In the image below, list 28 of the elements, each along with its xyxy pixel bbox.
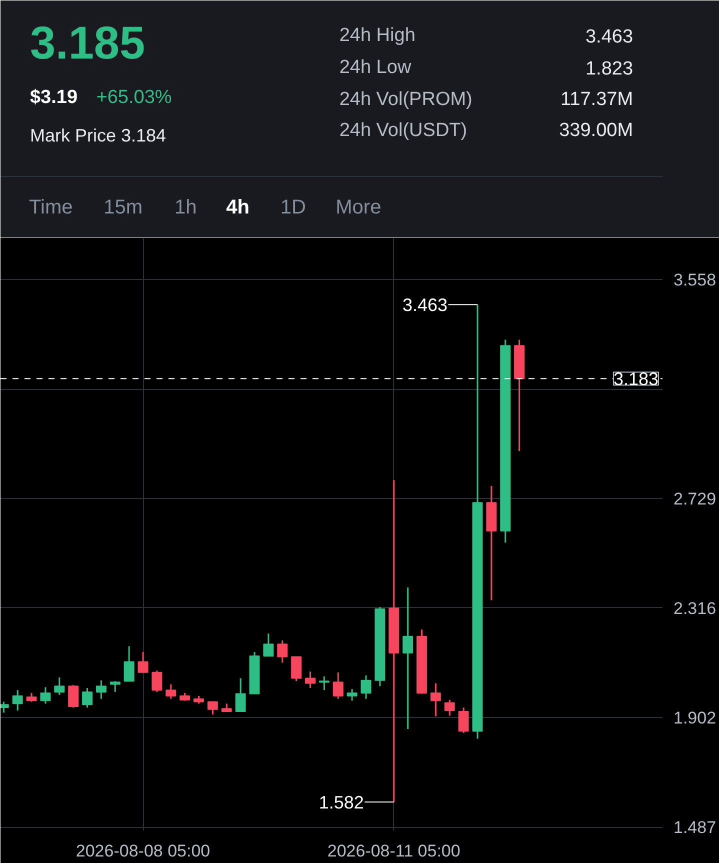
chart-title: 3.185 [30, 16, 146, 68]
y-tick-label: 1.487 [674, 818, 716, 838]
text: 1.823 [585, 58, 634, 80]
y-tick-label: 2.316 [674, 598, 716, 618]
annotation: 1.582 [318, 792, 364, 812]
annotation: 3.463 [402, 295, 448, 316]
text: 339.00M [559, 120, 634, 141]
text: $3.19 [30, 87, 78, 108]
text: 24h Low [339, 57, 412, 78]
text: 4h [226, 196, 250, 218]
ref-line-label: 3.183 [613, 369, 659, 390]
y-tick-label: 2.729 [674, 490, 716, 509]
text: 3.463 [585, 26, 634, 48]
text: 24h Vol(PROM) [339, 89, 472, 110]
x-tick-label: 2026-08-08 05:00 [76, 842, 210, 860]
text: 1D [280, 196, 306, 218]
text: 24h Vol(USDT) [339, 120, 468, 141]
x-tick-label: 2026-08-11 05:00 [327, 842, 460, 860]
y-tick-label: 1.902 [674, 708, 716, 728]
text: Mark Price 3.184 [30, 126, 166, 146]
text: 15m [104, 196, 143, 218]
text: +65.03% [96, 87, 172, 108]
text: 117.37M [560, 89, 634, 110]
y-tick-label: 3.558 [674, 270, 716, 290]
text: 1h [174, 196, 197, 218]
text: Time [29, 196, 73, 218]
text: More [336, 196, 382, 218]
text: 24h High [339, 25, 416, 46]
